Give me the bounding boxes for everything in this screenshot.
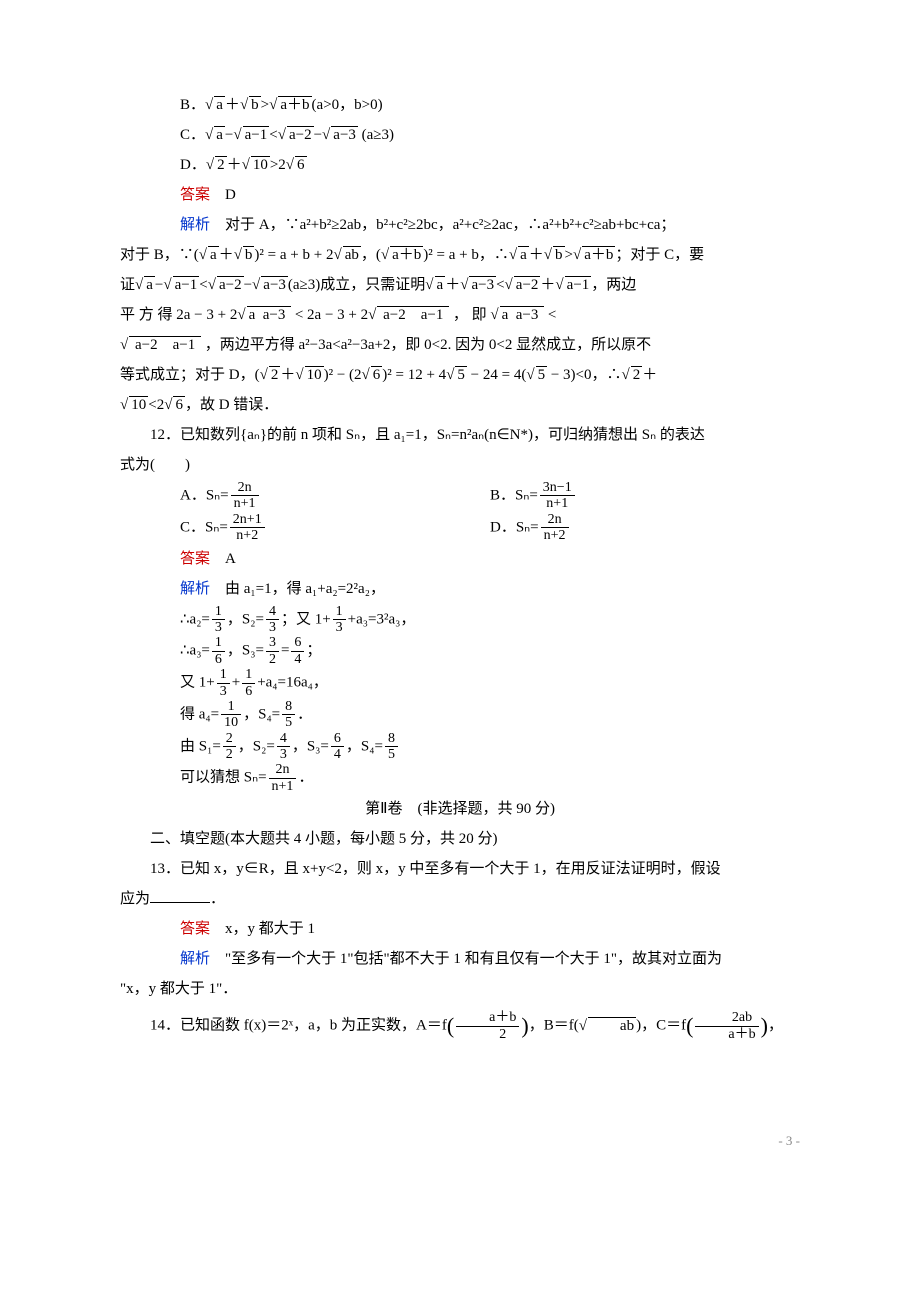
explain-13: 解析 "至多有一个大于 1"包括"都不大于 1 和有且仅有一个大于 1"，故其对…: [120, 944, 800, 974]
answer-text: x，y 都大于 1: [210, 921, 315, 937]
explain-12-line: ∴a₂=13，S₂=43；又 1+13+a₃=3²a₃，: [120, 604, 800, 636]
option-c: C．a−a−1<a−2−a−3 (a≥3): [120, 120, 800, 150]
explain-12-line: 又 1+13+16+a₄=16a₄，: [120, 667, 800, 699]
q12-cont: 式为( ): [120, 450, 800, 480]
section2-sub: 二、填空题(本大题共 4 小题，每小题 5 分，共 20 分): [120, 824, 800, 854]
answer-label: 答案: [180, 921, 210, 937]
answer-11: 答案 D: [120, 180, 800, 210]
answer-12: 答案 A: [120, 544, 800, 574]
explain-11: 解析 对于 A，∵a²+b²≥2ab，b²+c²≥2bc，a²+c²≥2ac，∴…: [120, 210, 800, 240]
explain-11-cont: 证a−a−1<a−2−a−3(a≥3)成立，只需证明a＋a−3<a−2＋a−1，…: [120, 270, 800, 300]
explain-11-cont: 对于 B，∵(a＋b)² = a + b + 2ab，(a＋b)² = a + …: [120, 240, 800, 270]
q12-options-row1: A．Sₙ=2nn+1 B．Sₙ=3n−1n+1: [120, 480, 800, 512]
q14: 14．已知函数 f(x)＝2ˣ，a，b 为正实数，A＝f(a＋b2)，B＝f(a…: [120, 1004, 800, 1048]
q12: 12．已知数列{aₙ}的前 n 项和 Sₙ，且 a₁=1，Sₙ=n²aₙ(n∈N…: [120, 420, 800, 450]
option-b: B．a＋b>a＋b(a>0，b>0): [120, 90, 800, 120]
explain-label: 解析: [180, 581, 210, 597]
explain-12: 解析 由 a₁=1，得 a₁+a₂=2²a₂，: [120, 574, 800, 604]
explain-13-cont: "x，y 都大于 1"．: [120, 974, 800, 1004]
q13-cont: 应为．: [120, 884, 800, 914]
explain-11-cont: 10<26，故 D 错误．: [120, 390, 800, 420]
answer-label: 答案: [180, 551, 210, 567]
fill-blank: [150, 887, 210, 903]
q13: 13．已知 x，y∈R，且 x+y<2，则 x，y 中至多有一个大于 1，在用反…: [120, 854, 800, 884]
page-number: - 3 -: [120, 1128, 800, 1154]
option-label: D．: [180, 157, 206, 173]
option-label: C．: [180, 127, 205, 143]
q12-options-row2: C．Sₙ=2n+1n+2 D．Sₙ=2nn+2: [120, 512, 800, 544]
section2-title: 第Ⅱ卷 (非选择题，共 90 分): [120, 794, 800, 824]
option-d: D．2＋10>26: [120, 150, 800, 180]
explain-11-cont: 平 方 得 2a − 3 + 2a a−3 < 2a − 3 + 2 a−2 a…: [120, 300, 800, 330]
answer-label: 答案: [180, 187, 210, 203]
answer-text: A: [210, 551, 236, 567]
answer-13: 答案 x，y 都大于 1: [120, 914, 800, 944]
explain-label: 解析: [180, 217, 210, 233]
explain-label: 解析: [180, 951, 210, 967]
explain-11-cont: a−2 a−1 ，两边平方得 a²−3a<a²−3a+2，即 0<2. 因为 0…: [120, 330, 800, 360]
explain-12-line: ∴a₃=16，S₃=32=64；: [120, 635, 800, 667]
explain-12-line: 可以猜想 Sₙ=2nn+1．: [120, 762, 800, 794]
option-label: B．: [180, 97, 205, 113]
explain-text: 对于 A，∵a²+b²≥2ab，b²+c²≥2bc，a²+c²≥2ac，∴a²+…: [210, 217, 675, 233]
explain-12-line: 由 S₁=22，S₂=43，S₃=64，S₄=85: [120, 731, 800, 763]
answer-text: D: [210, 187, 236, 203]
explain-11-cont: 等式成立；对于 D，(2＋10)² − (26)² = 12 + 45 − 24…: [120, 360, 800, 390]
explain-12-line: 得 a₄=110，S₄=85．: [120, 699, 800, 731]
